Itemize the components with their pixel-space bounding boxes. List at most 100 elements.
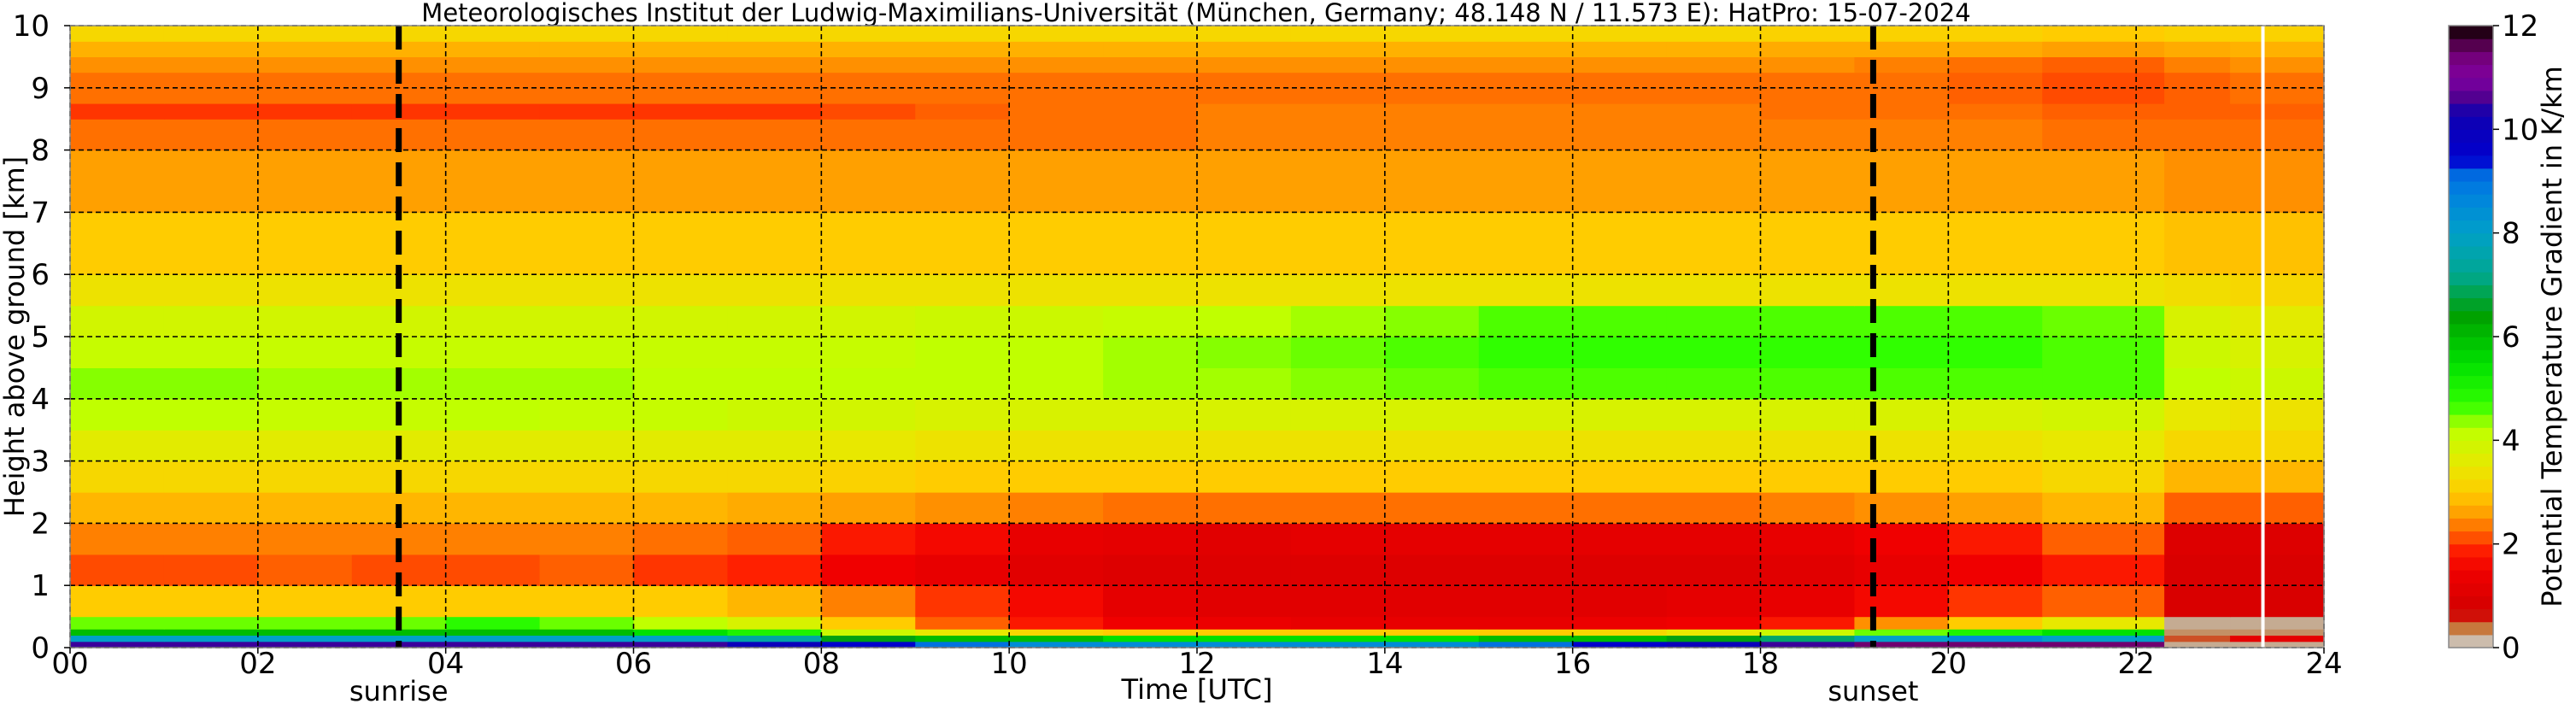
heatmap-cell: [70, 367, 165, 400]
heatmap-cell: [1290, 492, 1386, 524]
heatmap-cell: [2042, 554, 2165, 586]
heatmap-cell: [539, 629, 635, 637]
heatmap-cell: [1666, 641, 1762, 648]
heatmap-cell: [445, 274, 541, 307]
heatmap-cell: [633, 635, 729, 642]
x-tick-label: 16: [1554, 647, 1591, 681]
heatmap-cell: [1197, 398, 1292, 431]
heatmap-cell: [821, 305, 916, 337]
heatmap-cell: [2042, 492, 2165, 524]
heatmap-cell: [1290, 430, 1386, 462]
heatmap-cell: [257, 629, 353, 637]
heatmap-cell: [1478, 430, 1574, 462]
heatmap-cell: [1478, 26, 1574, 42]
heatmap-cell: [2042, 430, 2165, 462]
heatmap-cell: [1197, 56, 1292, 73]
heatmap-cell: [1478, 635, 1574, 642]
colorbar-segment: [2449, 116, 2493, 130]
x-tick-label: 08: [803, 647, 840, 681]
colorbar-segment: [2449, 595, 2493, 610]
heatmap-cell: [2042, 616, 2165, 630]
y-tick-label: 7: [31, 196, 50, 230]
heatmap-cell: [1290, 103, 1386, 120]
heatmap-cell: [539, 430, 635, 462]
heatmap-cell: [257, 554, 353, 586]
heatmap-cell: [1854, 150, 1949, 213]
colorbar-segment: [2449, 129, 2493, 144]
heatmap-cell: [1290, 367, 1386, 400]
sunrise-label: sunrise: [349, 675, 449, 704]
heatmap-cell: [163, 103, 259, 120]
heatmap-cell: [1384, 430, 1480, 462]
heatmap-cell: [1290, 41, 1386, 57]
heatmap-cell: [539, 492, 635, 524]
heatmap-cell: [1666, 430, 1762, 462]
heatmap-cell: [2164, 150, 2231, 213]
heatmap-cell: [1009, 274, 1104, 307]
heatmap-cell: [1666, 635, 1762, 642]
heatmap-cell: [1197, 585, 1292, 618]
heatmap-cell: [1760, 56, 1856, 73]
heatmap-cell: [1290, 56, 1386, 73]
heatmap-cell: [163, 56, 259, 73]
heatmap-cell: [1197, 274, 1292, 307]
heatmap-cell: [821, 26, 916, 42]
heatmap-cell: [1009, 616, 1104, 630]
heatmap-cell: [1384, 337, 1480, 368]
heatmap-cell: [539, 274, 635, 307]
heatmap-cell: [1103, 150, 1198, 213]
heatmap-cell: [1666, 305, 1762, 337]
heatmap-cell: [1854, 523, 1949, 555]
heatmap-cell: [821, 523, 916, 555]
heatmap-cell: [1290, 629, 1386, 637]
heatmap-cell: [1009, 461, 1104, 493]
heatmap-cell: [1103, 585, 1198, 618]
colorbar-segment: [2449, 51, 2493, 66]
heatmap-cell: [915, 119, 1010, 151]
colorbar-tick-label: 2: [2502, 528, 2520, 562]
x-tick-label: 00: [51, 647, 88, 681]
heatmap-cell: [1760, 629, 1856, 637]
heatmap-cell: [2164, 629, 2231, 637]
heatmap-cell: [1572, 461, 1668, 493]
heatmap-cell: [1854, 398, 1949, 431]
heatmap-cell: [2230, 430, 2325, 462]
colorbar-segment: [2449, 285, 2493, 299]
heatmap-cell: [1197, 554, 1292, 586]
heatmap-cell: [1948, 554, 2043, 586]
heatmap-cell: [1009, 305, 1104, 337]
heatmap-cell: [2164, 26, 2231, 42]
heatmap-cell: [1854, 274, 1949, 307]
heatmap-cell: [1197, 305, 1292, 337]
heatmap-cell: [1572, 492, 1668, 524]
heatmap-cell: [1572, 629, 1668, 637]
heatmap-cell: [1478, 554, 1574, 586]
heatmap-cell: [915, 629, 1010, 637]
heatmap-cell: [1197, 635, 1292, 642]
heatmap-cell: [1854, 430, 1949, 462]
heatmap-cell: [1009, 56, 1104, 73]
heatmap-cell: [1384, 523, 1480, 555]
heatmap-cell: [821, 554, 916, 586]
y-tick-label: 2: [31, 507, 50, 541]
heatmap-cell: [633, 461, 729, 493]
heatmap-cell: [2164, 398, 2231, 431]
x-tick-label: 24: [2305, 647, 2342, 681]
heatmap-cell: [1854, 492, 1949, 524]
heatmap-cell: [2164, 523, 2231, 555]
colorbar-segment: [2449, 220, 2493, 234]
heatmap-cell: [445, 56, 541, 73]
heatmap-cell: [257, 41, 353, 57]
colorbar-segment: [2449, 310, 2493, 325]
colorbar-ticks: 0 2 4 6 8 10 12: [2493, 9, 2538, 666]
heatmap-cell: [1290, 398, 1386, 431]
heatmap-cell: [1948, 585, 2043, 618]
heatmap-cell: [1760, 398, 1856, 431]
heatmap-cell: [163, 274, 259, 307]
heatmap-cell: [727, 492, 822, 524]
y-tick-label: 1: [31, 569, 50, 603]
heatmap-cell: [1384, 398, 1480, 431]
x-tick-label: 20: [1930, 647, 1967, 681]
heatmap-cell: [257, 212, 353, 275]
